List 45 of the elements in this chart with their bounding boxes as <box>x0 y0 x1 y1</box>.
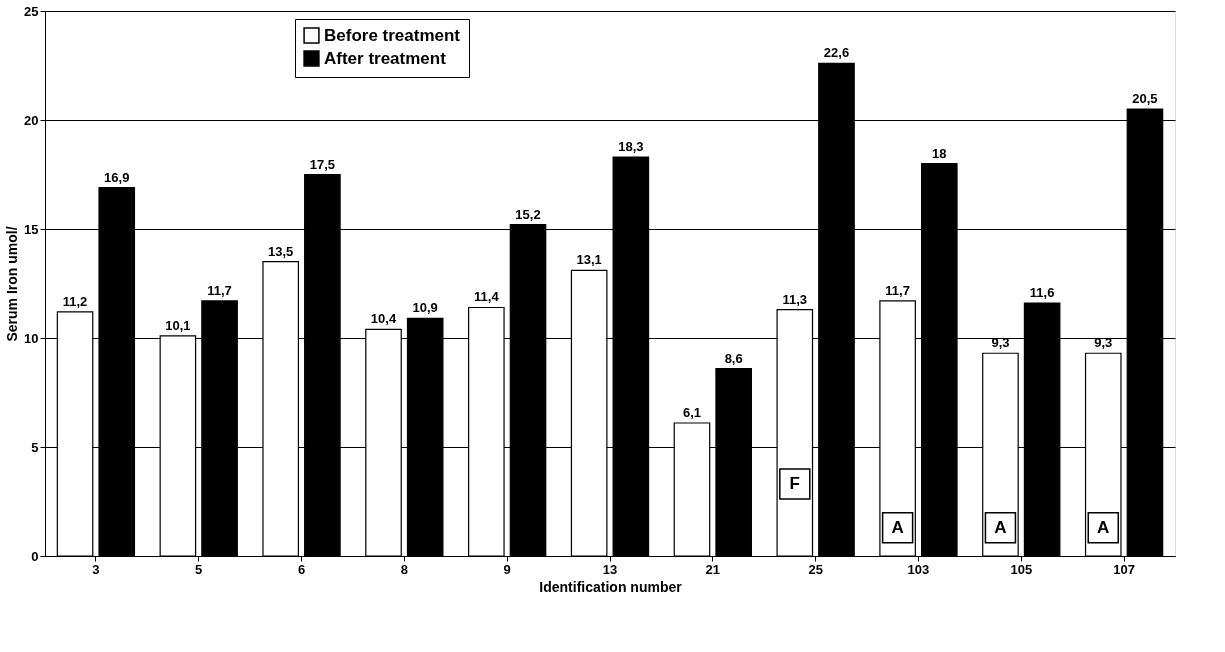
annotation: A <box>1097 517 1110 537</box>
y-tick-label: 20 <box>24 112 39 128</box>
y-tick-label: 25 <box>24 3 39 19</box>
y-tick-label: 0 <box>31 548 39 564</box>
data-label: 22,6 <box>823 45 850 61</box>
annotation: F <box>789 474 800 494</box>
y-axis-title: Serum Iron umol/ <box>4 226 21 342</box>
x-tick-label: 6 <box>297 561 306 577</box>
x-tick-label: 107 <box>1113 561 1135 577</box>
x-tick-label: 25 <box>808 561 823 577</box>
data-label: 11,2 <box>62 293 88 309</box>
data-label: 15,2 <box>515 206 541 222</box>
x-tick-label: 9 <box>503 561 511 577</box>
data-label: 11,3 <box>782 291 808 307</box>
x-tick-label: 3 <box>92 561 100 577</box>
data-label: 16,9 <box>104 169 130 185</box>
data-label: 10,4 <box>370 311 397 327</box>
data-label: 11,6 <box>1029 285 1055 301</box>
data-label: 8,6 <box>724 350 743 366</box>
x-tick-label: 103 <box>907 561 930 577</box>
x-tick-label: 8 <box>400 561 408 577</box>
data-label: 18 <box>932 145 947 161</box>
x-tick-label: 21 <box>705 561 721 577</box>
data-label: 6,1 <box>682 405 702 421</box>
data-label: 20,5 <box>1132 91 1158 107</box>
data-label: 10,1 <box>165 317 191 333</box>
legend-label: Before treatment <box>324 25 461 45</box>
x-axis-title: Identification number <box>539 578 683 595</box>
data-label: 11,7 <box>207 282 232 298</box>
x-tick-label: 5 <box>195 561 203 577</box>
data-label: 13,5 <box>268 243 294 259</box>
data-label: 11,4 <box>474 289 500 305</box>
x-tick-label: 13 <box>602 561 618 577</box>
y-tick-label: 15 <box>24 221 39 237</box>
data-label: 10,9 <box>412 300 438 316</box>
x-tick-label: 105 <box>1010 561 1033 577</box>
data-label: 18,3 <box>618 139 644 155</box>
annotation: A <box>891 517 904 537</box>
data-label: 17,5 <box>309 156 336 172</box>
legend-label: After treatment <box>324 48 447 68</box>
data-label: 11,7 <box>885 282 910 298</box>
annotation: A <box>994 517 1007 537</box>
data-label: 13,1 <box>576 252 602 268</box>
y-tick-label: 5 <box>31 439 39 455</box>
y-tick-label: 10 <box>24 330 39 346</box>
